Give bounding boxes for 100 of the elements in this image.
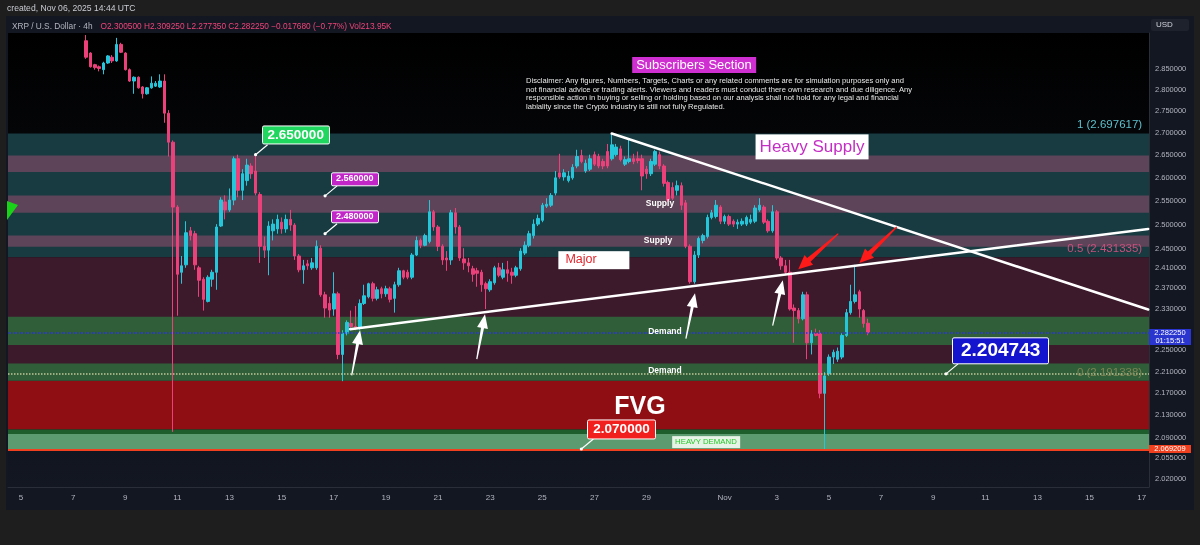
x-tick-label: 7	[878, 492, 884, 502]
x-tick-label: 11	[173, 492, 183, 502]
text: Subscribers Section	[632, 57, 756, 73]
x-tick-label: 11	[981, 492, 990, 502]
x-tick-label: 15	[277, 492, 287, 502]
candlestick	[419, 238, 422, 249]
candlestick	[110, 54, 114, 64]
x-tick-label: 5	[826, 492, 832, 502]
annotation: Heavy Supply	[755, 133, 869, 160]
candlestick	[302, 259, 305, 285]
candlestick	[345, 319, 349, 336]
candlestick	[158, 73, 162, 89]
candlestick	[714, 199, 718, 219]
candlestick	[97, 65, 101, 72]
annotation: Supply	[643, 235, 673, 247]
candlestick	[336, 291, 340, 360]
candlestick	[554, 170, 557, 196]
candlestick	[449, 209, 453, 266]
candlestick	[562, 168, 566, 182]
candlestick	[280, 216, 283, 235]
text: O2.300500 H2.309250 L2.277350 C2.282250 −0.017680 (−0.77%) Vol213.95K	[100, 20, 392, 32]
x-tick-label: 29	[642, 492, 652, 502]
candlestick	[575, 149, 579, 169]
annotation: Demand	[648, 365, 682, 377]
x-tick-label: 13	[225, 492, 235, 502]
x-tick-label: 21	[433, 492, 444, 502]
x-tick-label: 5	[18, 492, 24, 502]
candlestick	[402, 269, 405, 280]
candlestick	[497, 262, 501, 278]
candlestick	[858, 289, 861, 319]
annotation: 2.560000	[331, 172, 379, 186]
candlestick	[284, 214, 288, 234]
candlestick	[727, 214, 731, 227]
x-tick-label: 9	[123, 492, 129, 502]
candlestick	[640, 154, 644, 191]
candlestick	[801, 291, 805, 321]
candlestick	[406, 269, 409, 280]
candlestick	[675, 180, 679, 196]
x-tick-label: 17	[329, 492, 339, 502]
candlestick	[306, 259, 309, 271]
annotation: 0.5 (2.431335)	[1067, 242, 1143, 256]
annotation: 0 (2.191338)	[1076, 365, 1143, 380]
candlestick	[349, 310, 353, 331]
x-tick-label: 19	[381, 492, 391, 502]
candlestick	[375, 286, 379, 301]
annotation: 2.070000	[587, 419, 656, 439]
text: created, Nov 06, 2025 14:44 UTC	[7, 3, 136, 14]
y-axis-title: USD	[1151, 19, 1189, 31]
annotation: 1 (2.697617)	[1076, 118, 1143, 132]
candlestick	[627, 139, 631, 164]
candlestick	[236, 154, 240, 198]
candlestick	[388, 286, 392, 303]
candlestick	[258, 191, 262, 264]
candlestick	[740, 217, 744, 227]
candlestick	[380, 286, 383, 299]
x-tick-label: 17	[1137, 492, 1147, 502]
annotation: 2.480000	[331, 209, 379, 224]
candlestick	[341, 329, 344, 382]
candlestick	[619, 145, 622, 162]
candlestick	[827, 353, 831, 377]
candlestick	[180, 255, 183, 285]
candlestick	[823, 371, 826, 451]
candlestick	[115, 37, 118, 63]
candlestick	[723, 214, 726, 225]
candlestick	[719, 204, 722, 225]
x-tick-label: 3	[774, 492, 780, 502]
candlestick	[610, 132, 614, 162]
annotation: FVG	[614, 390, 666, 420]
x-tick-label: 13	[1032, 492, 1043, 502]
x-tick-label: 23	[485, 492, 496, 502]
annotation: Demand	[648, 325, 682, 337]
candlestick	[471, 265, 475, 283]
candlestick	[771, 204, 774, 234]
x-tick-label: 27	[589, 492, 600, 502]
x-tick-label: 25	[537, 492, 548, 502]
candlestick	[818, 329, 822, 399]
candlestick	[332, 271, 336, 317]
candlestick	[371, 281, 375, 302]
x-tick-label: Nov	[717, 492, 732, 502]
x-tick-label: 9	[930, 492, 936, 502]
annotation: 2.650000	[261, 125, 330, 145]
candlestick	[132, 75, 136, 95]
ref-line-label: 2.204743	[952, 337, 1050, 364]
candlestick	[549, 192, 553, 208]
x-tick-label: 7	[70, 492, 76, 502]
candlestick	[223, 194, 227, 220]
candlestick	[475, 267, 479, 288]
candlestick	[805, 291, 809, 360]
annotation: Supply	[645, 198, 675, 209]
candlestick	[593, 151, 596, 167]
candlestick	[206, 274, 210, 303]
candlestick	[501, 262, 505, 280]
x-tick-label: 15	[1085, 492, 1095, 502]
candlestick	[384, 285, 388, 298]
candlestick	[571, 163, 574, 181]
candlestick	[588, 154, 592, 172]
candlestick	[193, 230, 197, 271]
candlestick	[184, 220, 188, 269]
candlestick	[810, 329, 813, 355]
candlestick	[558, 153, 561, 180]
